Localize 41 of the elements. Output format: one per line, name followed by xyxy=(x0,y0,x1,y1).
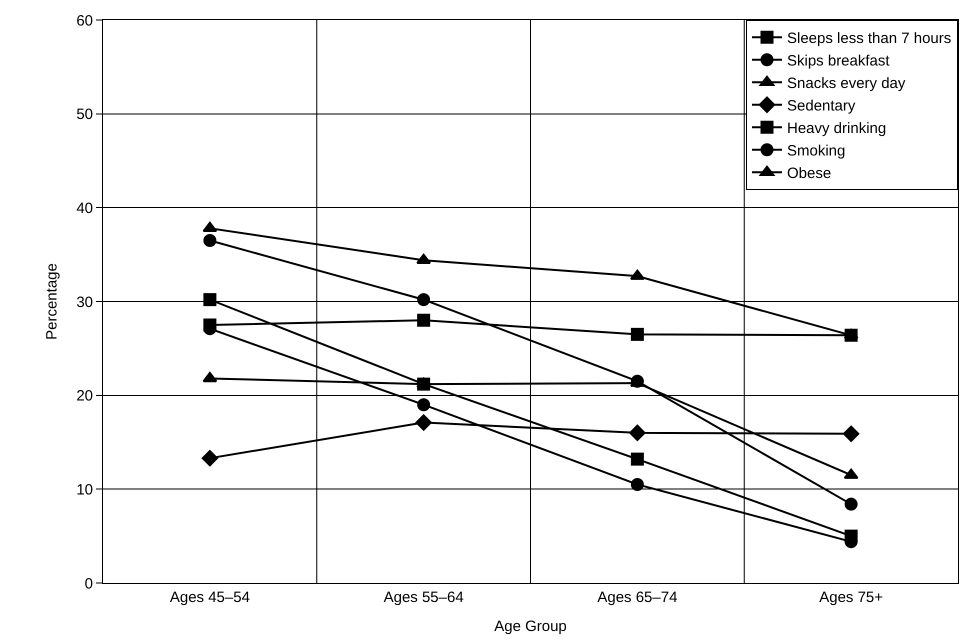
point xyxy=(416,254,431,264)
y-tick-label: 20 xyxy=(76,388,93,405)
y-tick-label: 40 xyxy=(76,200,93,217)
y-tick-label: 0 xyxy=(84,575,93,592)
legend-label: Smoking xyxy=(787,142,846,160)
point xyxy=(417,314,430,327)
point xyxy=(203,234,216,248)
legend-label: Obese xyxy=(787,165,832,182)
point xyxy=(844,468,858,479)
y-tick-label: 60 xyxy=(76,12,93,30)
x-tick-label: Ages 65–74 xyxy=(597,589,678,606)
point xyxy=(630,452,644,466)
point xyxy=(202,222,218,232)
x-tick-label: Ages 55–64 xyxy=(384,589,464,606)
legend-label: Sleeps less than 7 hours xyxy=(787,30,952,48)
point xyxy=(630,328,644,341)
point xyxy=(202,372,218,382)
point xyxy=(417,293,430,306)
legend-label: Skips breakfast xyxy=(787,52,890,70)
point xyxy=(629,424,646,442)
point xyxy=(416,378,431,388)
point xyxy=(202,450,218,466)
y-axis-title: Percentage xyxy=(44,263,61,340)
point xyxy=(844,530,858,543)
x-tick-label: Ages 45–54 xyxy=(170,589,250,606)
y-tick-label: 30 xyxy=(76,294,93,311)
x-tick-label: Ages 75+ xyxy=(819,589,884,606)
y-tick-label: 50 xyxy=(76,106,93,124)
point xyxy=(417,398,430,412)
legend-label: Heavy drinking xyxy=(787,120,886,138)
point xyxy=(630,270,645,280)
point xyxy=(844,498,858,511)
point xyxy=(844,328,858,340)
y-tick-label: 10 xyxy=(76,481,93,498)
point xyxy=(415,414,432,431)
legend-label: Sedentary xyxy=(787,98,856,115)
point xyxy=(630,478,644,491)
point xyxy=(842,426,860,442)
x-axis-title: Age Group xyxy=(494,618,567,635)
legend-label: Snacks every day xyxy=(787,75,906,92)
point xyxy=(203,293,216,306)
